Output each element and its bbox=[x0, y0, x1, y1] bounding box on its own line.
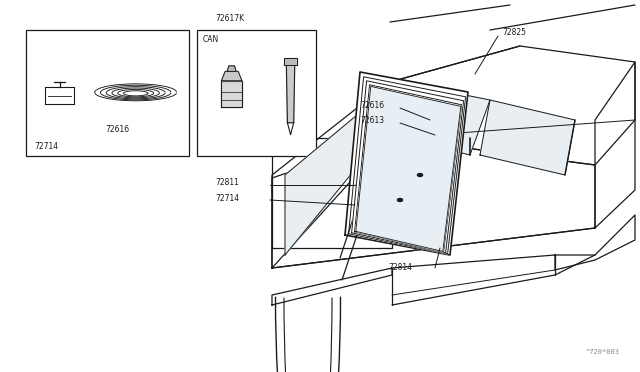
Circle shape bbox=[417, 173, 422, 176]
Polygon shape bbox=[345, 72, 468, 255]
Text: 72814: 72814 bbox=[388, 263, 412, 273]
Text: 72613: 72613 bbox=[360, 115, 384, 125]
Polygon shape bbox=[285, 100, 375, 255]
Text: 72617K: 72617K bbox=[215, 15, 244, 23]
Text: 72616: 72616 bbox=[360, 100, 384, 109]
Polygon shape bbox=[45, 87, 74, 104]
Polygon shape bbox=[272, 82, 390, 268]
Circle shape bbox=[397, 199, 403, 202]
Polygon shape bbox=[272, 268, 392, 305]
Polygon shape bbox=[221, 71, 242, 81]
Bar bbox=[197, 30, 316, 156]
Text: 72714: 72714 bbox=[34, 142, 58, 151]
Polygon shape bbox=[287, 65, 295, 123]
Text: 72616: 72616 bbox=[105, 125, 129, 134]
Polygon shape bbox=[272, 138, 392, 248]
Text: 72811: 72811 bbox=[215, 177, 239, 186]
Polygon shape bbox=[595, 62, 635, 228]
Polygon shape bbox=[221, 81, 242, 107]
Polygon shape bbox=[555, 215, 635, 270]
Text: CAN: CAN bbox=[202, 35, 218, 44]
Polygon shape bbox=[356, 86, 461, 251]
Text: 72825: 72825 bbox=[502, 28, 526, 36]
Polygon shape bbox=[480, 100, 575, 175]
Polygon shape bbox=[351, 81, 463, 253]
Polygon shape bbox=[227, 66, 236, 71]
Polygon shape bbox=[400, 82, 490, 155]
Polygon shape bbox=[390, 46, 635, 165]
Polygon shape bbox=[355, 85, 461, 252]
Polygon shape bbox=[272, 138, 595, 268]
Bar bbox=[26, 30, 189, 156]
Polygon shape bbox=[349, 77, 466, 254]
Text: ^720*003: ^720*003 bbox=[586, 349, 620, 355]
Text: 72714: 72714 bbox=[215, 193, 239, 202]
Polygon shape bbox=[285, 58, 297, 65]
